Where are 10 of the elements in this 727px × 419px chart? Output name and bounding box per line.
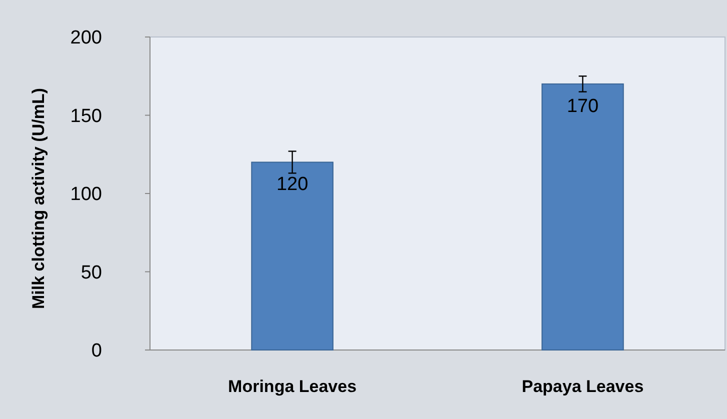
y-tick-label: 0	[91, 340, 102, 362]
x-tick-label: Moringa Leaves	[228, 377, 357, 396]
y-axis-title: Milk clotting activity (U/mL)	[29, 88, 48, 310]
y-tick-label: 100	[70, 184, 102, 206]
y-tick-label: 200	[70, 28, 102, 49]
y-tick-label: 50	[80, 262, 102, 284]
x-tick-label: Papaya Leaves	[522, 377, 644, 396]
data-label: 120	[276, 174, 308, 196]
data-label: 170	[566, 96, 599, 117]
y-tick-label: 150	[70, 106, 102, 127]
